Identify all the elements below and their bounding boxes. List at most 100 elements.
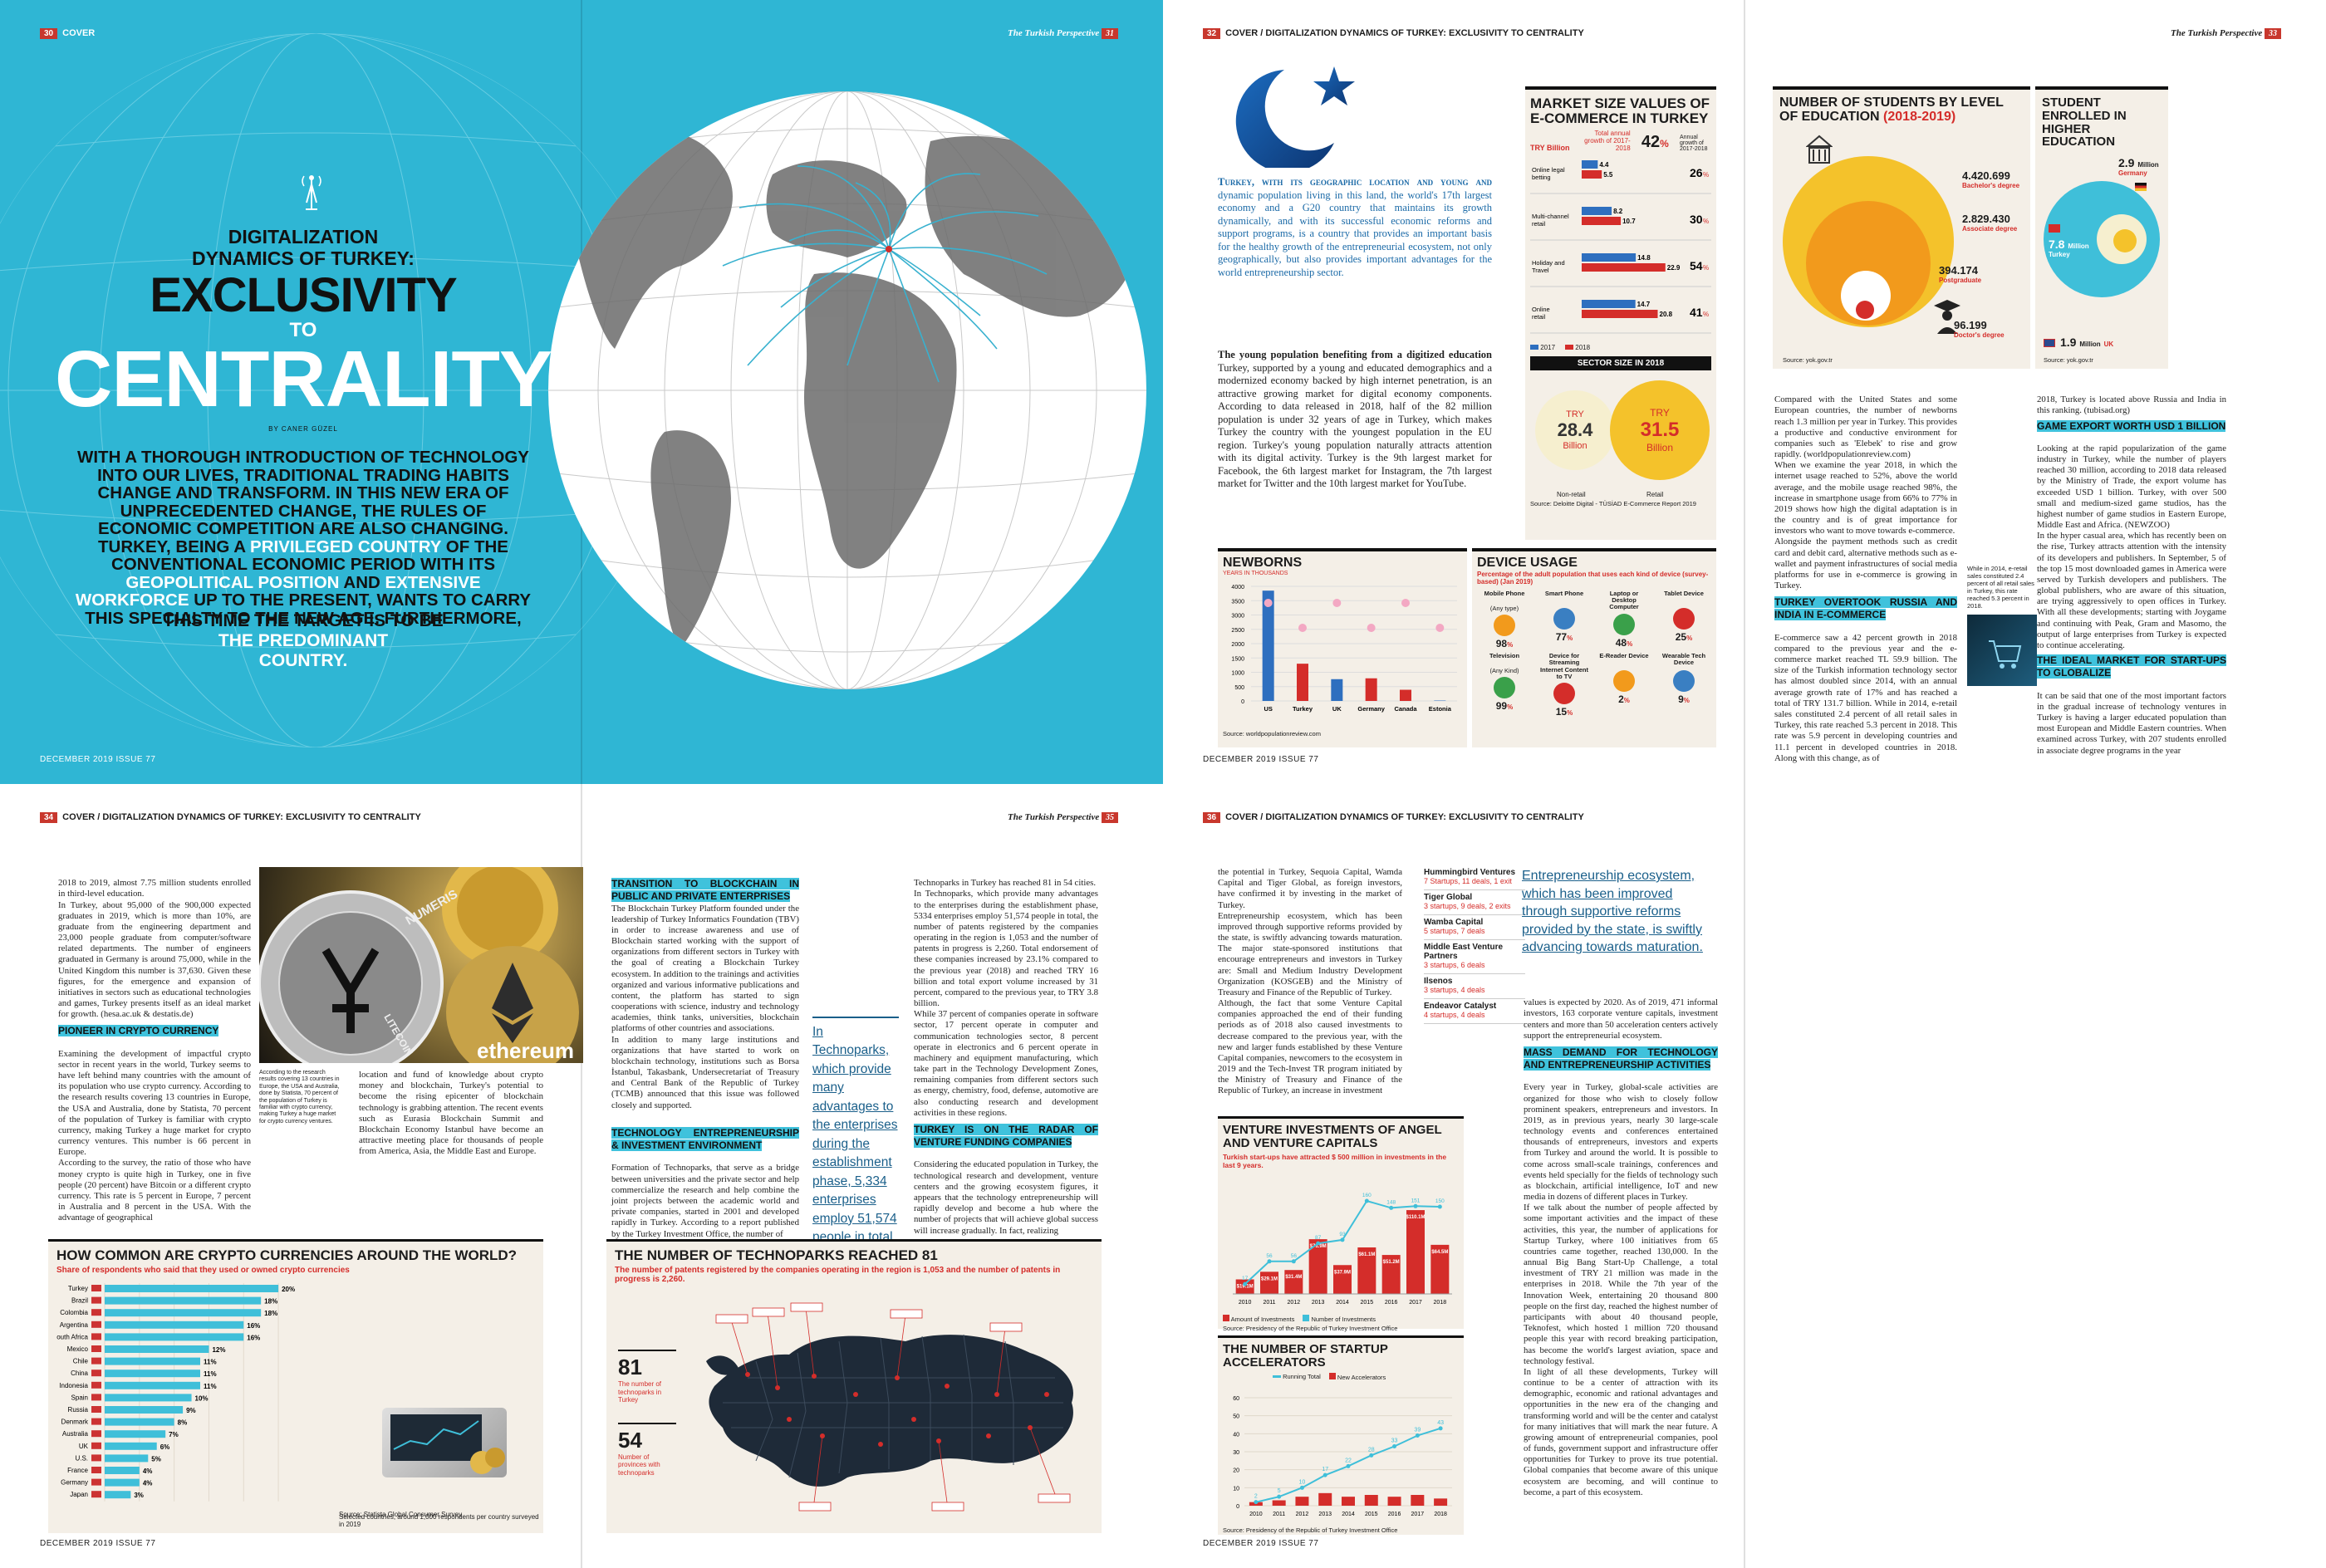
growth-unit: %	[1660, 137, 1669, 149]
growth-label: 26	[1690, 166, 1703, 179]
bar	[105, 1478, 140, 1487]
device-icon	[1553, 607, 1575, 630]
venture-combo-chart: $19.1M 2010 17 $29.1M 2011 56 $31.4M 2012 56 $71.…	[1233, 1193, 1452, 1306]
data-label: 12%	[212, 1346, 225, 1354]
investor-item: Wamba Capital 5 startups, 7 deals	[1424, 915, 1525, 940]
page-footer: DECEMBER 2019 ISSUE 77	[40, 755, 156, 764]
pull-quote-text: In Technoparks, which provide many advan…	[812, 1025, 898, 1245]
chart-source: Source: Presidency of the Republic of Tu…	[1223, 1324, 1398, 1332]
subheading: GAME EXPORT WORTH USD 1 BILLION	[2037, 419, 2226, 432]
page-number: 31	[1102, 28, 1118, 39]
page-header: 30 COVER The Turkish Perspective 31	[40, 28, 1123, 39]
crescent-star-icon	[1235, 66, 1355, 168]
technopark-stat: 81 The number of technoparks in Turkey	[618, 1350, 676, 1404]
page-number: 36	[1203, 812, 1221, 823]
stat-value: 81	[618, 1355, 642, 1379]
chart-subtitle: Share of respondents who said that they …	[56, 1265, 350, 1275]
device-label: Television	[1489, 652, 1520, 660]
data-label: 18%	[264, 1310, 277, 1317]
device-sublabel: (Any type)	[1489, 604, 1519, 612]
level-value: 394.174	[1939, 264, 1978, 277]
y-tick-label: 50	[1233, 1414, 1239, 1419]
investor-deals: 3 startups, 9 deals, 2 exits	[1424, 902, 1511, 910]
chart-title: STUDENT ENROLLED IN HIGHER EDUCATION	[2042, 96, 2127, 149]
subheading: PIONEER IN CRYPTO CURRENCY	[58, 1025, 219, 1037]
y-tick-label: 3000	[1231, 613, 1244, 619]
chart-source: Source: Presidency of the Republic of Tu…	[1223, 1526, 1398, 1534]
device-item: E-Reader Device 2%	[1597, 653, 1651, 718]
x-tick-label: 2015	[1365, 1512, 1378, 1517]
level-value: 96.199	[1954, 319, 1987, 331]
country-label: Colombia	[60, 1309, 88, 1316]
percent-unit: %	[1627, 639, 1633, 648]
data-label: $61.1M	[1358, 1252, 1375, 1257]
pull-quote-line: through supportive reforms	[1522, 904, 1681, 919]
page-number: 30	[40, 28, 58, 39]
bar-new	[1272, 1500, 1286, 1506]
bar-new	[1318, 1492, 1332, 1506]
growth-label: 30	[1690, 213, 1703, 226]
y-tick-label: 2500	[1231, 628, 1244, 634]
decor-dot	[1401, 598, 1410, 607]
data-label: 7%	[169, 1431, 179, 1438]
bar-amount	[1430, 1244, 1450, 1294]
data-label: $51.2M	[1383, 1260, 1400, 1265]
bar	[1400, 689, 1411, 701]
bar-2018	[1582, 309, 1658, 318]
decor-dot	[1298, 623, 1307, 632]
section-label: COVER / DIGITALIZATION DYNAMICS OF TURKE…	[1225, 28, 1584, 38]
bar	[105, 1357, 200, 1365]
paragraph-text: Considering the educated population in T…	[914, 1159, 1098, 1236]
y-tick-label: 1500	[1231, 656, 1244, 662]
flag-icon	[91, 1478, 101, 1486]
percent-value: 48	[1615, 636, 1627, 649]
data-label: 16%	[247, 1322, 260, 1330]
growth-label: 41	[1690, 306, 1703, 319]
x-tick-label: Estonia	[1429, 705, 1452, 713]
data-label: 5%	[151, 1455, 161, 1463]
bar	[1331, 679, 1343, 701]
country-label: Chile	[73, 1357, 89, 1365]
x-tick-label: 2015	[1361, 1300, 1374, 1306]
germany-label: 2.9 Million Germany	[2118, 156, 2159, 177]
x-tick-label: 2016	[1385, 1300, 1398, 1306]
bar	[105, 1454, 149, 1463]
turkey-label: 7.8 Million Turkey	[2049, 238, 2089, 258]
cart-icon	[1989, 640, 2022, 669]
bar-new	[1434, 1497, 1448, 1506]
x-tick-label: 2018	[1434, 1512, 1447, 1517]
data-label: $19.1M	[1237, 1284, 1254, 1289]
level-name: Postgraduate	[1939, 277, 1982, 284]
legend-number: Number of Investments	[1311, 1315, 1376, 1323]
uk-flag-icon	[2044, 339, 2055, 347]
data-label: 8.2	[1613, 208, 1623, 215]
turkey-flag-icon	[2049, 224, 2060, 233]
data-label: 150	[1435, 1198, 1445, 1204]
nonretail-bubble: TRY 28.4 Billion	[1535, 390, 1615, 470]
spread-data-3: 36 COVER / DIGITALIZATION DYNAMICS OF TUR…	[1163, 784, 2326, 1568]
country-label: Argentina	[60, 1321, 89, 1329]
investor-name: Ilsenos	[1424, 977, 1453, 986]
data-label: 93	[1339, 1231, 1346, 1237]
spread-cover: 30 COVER The Turkish Perspective 31	[0, 0, 1163, 784]
category-label: retail	[1532, 313, 1546, 321]
bar	[105, 1466, 140, 1474]
investor-deals: 7 Startups, 11 deals, 1 exit	[1424, 877, 1512, 885]
graduate-icon	[1934, 300, 1960, 334]
x-tick-label: 2016	[1388, 1512, 1401, 1517]
lead-text: AND	[339, 572, 385, 592]
data-label: 11%	[204, 1370, 217, 1378]
body-column: 2018 to 2019, almost 7.75 million studen…	[58, 867, 251, 1224]
bar	[105, 1296, 262, 1305]
flag-icon	[91, 1405, 101, 1413]
body-column: the potential in Turkey, Sequoia Capital…	[1218, 867, 1402, 1096]
subheading: MASS DEMAND FOR TECHNOLOGY AND ENTREPREN…	[1524, 1046, 1718, 1071]
coin-text: ethereum	[477, 1038, 574, 1063]
device-icon	[1494, 677, 1515, 699]
pull-quote: Entrepreneurship ecosystem, which has bee…	[1522, 867, 1730, 957]
body-column: 2018, Turkey is located above Russia and…	[2037, 384, 2226, 757]
device-item: Device for Streaming Internet Content to…	[1537, 653, 1592, 718]
device-icon	[1494, 615, 1515, 637]
x-tick-label: 2014	[1336, 1300, 1349, 1306]
data-label: 10.7	[1622, 218, 1636, 225]
